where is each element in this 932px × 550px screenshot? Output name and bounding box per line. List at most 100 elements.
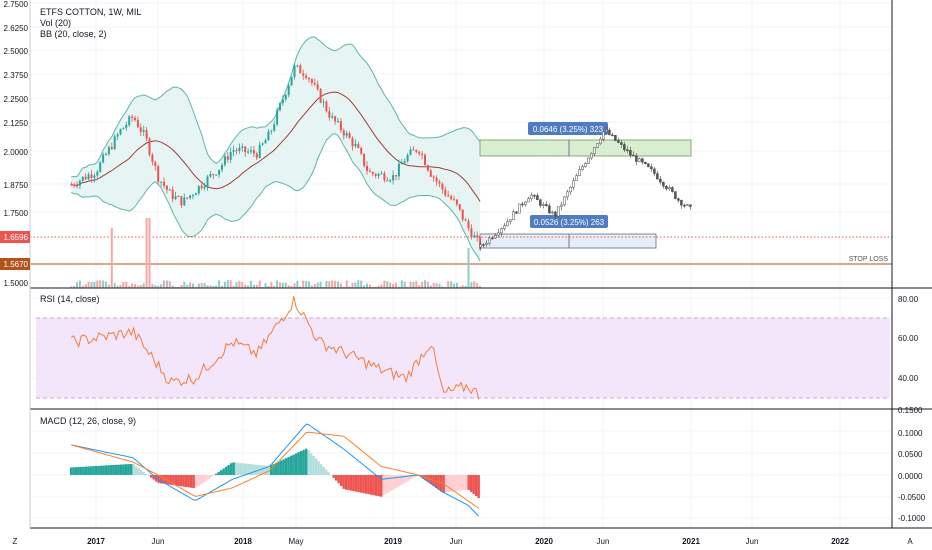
macd-hist-bar xyxy=(245,463,248,475)
projection-body xyxy=(644,161,647,165)
candle-body xyxy=(186,197,189,199)
upper-projection-label: 0.0646 (3.25%) 323 xyxy=(533,125,604,134)
volume-bar xyxy=(244,284,247,288)
volume-bar xyxy=(331,280,334,288)
macd-hist-bar xyxy=(107,465,110,475)
candle-body xyxy=(270,130,273,132)
macd-hist-bar xyxy=(85,466,88,475)
volume-indicator-label[interactable]: Vol (20) xyxy=(40,18,71,28)
volume-bar xyxy=(238,280,241,288)
macd-hist-bar xyxy=(272,464,275,475)
auto-scale-button[interactable]: A xyxy=(907,537,913,546)
candle-body xyxy=(168,189,171,191)
macd-hist-bar xyxy=(390,475,393,491)
macd-hist-bar xyxy=(357,475,360,493)
volume-bar xyxy=(441,286,444,288)
candle-body xyxy=(113,136,116,150)
candle-body xyxy=(209,174,212,177)
volume-bar xyxy=(392,284,395,288)
rsi-title[interactable]: RSI (14, close) xyxy=(40,294,100,304)
volume-bar xyxy=(412,282,415,288)
candle-body xyxy=(180,196,183,206)
macd-hist-bar xyxy=(182,475,185,487)
macd-hist-bar xyxy=(472,475,475,495)
projection-body xyxy=(482,244,485,246)
volume-bar xyxy=(93,281,96,288)
price-axis[interactable]: 2.7500 2.6250 2.5000 2.3750 2.2500 2.125… xyxy=(0,0,30,288)
projection-body xyxy=(488,237,491,244)
candle-body xyxy=(284,94,287,100)
candle-body xyxy=(453,199,455,201)
macd-title[interactable]: MACD (12, 26, close, 9) xyxy=(40,416,136,426)
zoom-corner-button[interactable]: Z xyxy=(13,537,18,546)
macd-hist-bar xyxy=(72,467,75,475)
candle-body xyxy=(421,153,424,155)
bb-indicator-label[interactable]: BB (20, close, 2) xyxy=(40,29,107,39)
macd-hist-bar xyxy=(395,475,398,488)
price-tick-1: 2.6250 xyxy=(4,24,29,33)
volume-bar xyxy=(197,283,200,288)
time-label-3: May xyxy=(288,537,303,546)
candle-body xyxy=(261,143,264,145)
volume-bar xyxy=(461,285,464,288)
volume-bar xyxy=(261,286,264,288)
macd-hist-bar xyxy=(347,475,350,491)
macd-hist-bar xyxy=(400,475,403,486)
time-axis[interactable]: 2017 Jun 2018 May 2019 Jun 2020 Jun 2021… xyxy=(13,537,914,546)
volume-bar xyxy=(206,285,209,288)
volume-bar xyxy=(136,285,139,288)
macd-hist-bar xyxy=(77,467,80,475)
bollinger-bands xyxy=(71,36,481,262)
candle-body xyxy=(400,163,403,165)
lower-projection-box[interactable] xyxy=(479,233,657,249)
macd-hist-bar xyxy=(102,465,105,475)
time-label-2: 2018 xyxy=(234,537,252,546)
macd-pane[interactable]: MACD (12, 26, close, 9) xyxy=(40,416,480,517)
macd-hist-bar xyxy=(82,466,85,475)
rsi-pane[interactable]: RSI (14, close) xyxy=(36,294,890,400)
candle-body xyxy=(241,146,244,148)
upper-projection-box[interactable] xyxy=(479,139,692,157)
projection-body xyxy=(479,244,482,248)
candle-body xyxy=(110,147,113,150)
macd-hist-bar xyxy=(132,464,135,475)
projection-body xyxy=(677,198,680,201)
projection-body xyxy=(674,191,677,199)
projection-body xyxy=(485,242,488,245)
volume-bar xyxy=(429,285,432,288)
candle-body xyxy=(409,149,412,155)
volume-bar xyxy=(255,284,258,288)
candle-body xyxy=(354,143,357,147)
chart-symbol-title[interactable]: ETFS COTTON, 1W, MIL xyxy=(40,7,141,17)
projection-body xyxy=(602,131,605,140)
volume-bar xyxy=(299,286,302,288)
volume-bar xyxy=(122,282,125,288)
macd-hist-bar xyxy=(100,465,103,475)
macd-hist-bar xyxy=(410,475,413,480)
macd-hist-bar xyxy=(337,475,340,484)
projection-boxes[interactable]: 0.0646 (3.25%) 323 0.0526 (3.25%) 263 xyxy=(479,122,692,249)
volume-bar xyxy=(180,284,183,288)
candle-body xyxy=(380,173,383,175)
price-tick-5: 2.1250 xyxy=(4,119,29,128)
macd-hist-bar xyxy=(252,464,255,475)
rsi-axis[interactable]: 80.00 60.00 40.00 xyxy=(898,295,919,383)
candle-body xyxy=(386,180,389,182)
macd-axis[interactable]: 0.1500 0.1000 0.0500 0.0000 -0.0500 -0.1… xyxy=(898,406,926,523)
macd-hist-bar xyxy=(202,475,205,483)
volume-bar xyxy=(215,285,218,288)
candlestick-series xyxy=(70,63,482,251)
macd-hist-bar xyxy=(377,475,380,497)
macd-hist-bar xyxy=(320,464,323,475)
macd-hist-bar xyxy=(115,464,118,475)
projection-body xyxy=(608,129,611,136)
volume-bar xyxy=(464,285,467,288)
candle-body xyxy=(305,75,308,78)
macd-hist-bar xyxy=(270,465,273,475)
volume-bar xyxy=(116,285,119,288)
volume-bar xyxy=(328,281,331,288)
candle-body xyxy=(281,99,284,104)
projection-body xyxy=(536,195,539,201)
macd-hist-bar xyxy=(117,464,120,475)
